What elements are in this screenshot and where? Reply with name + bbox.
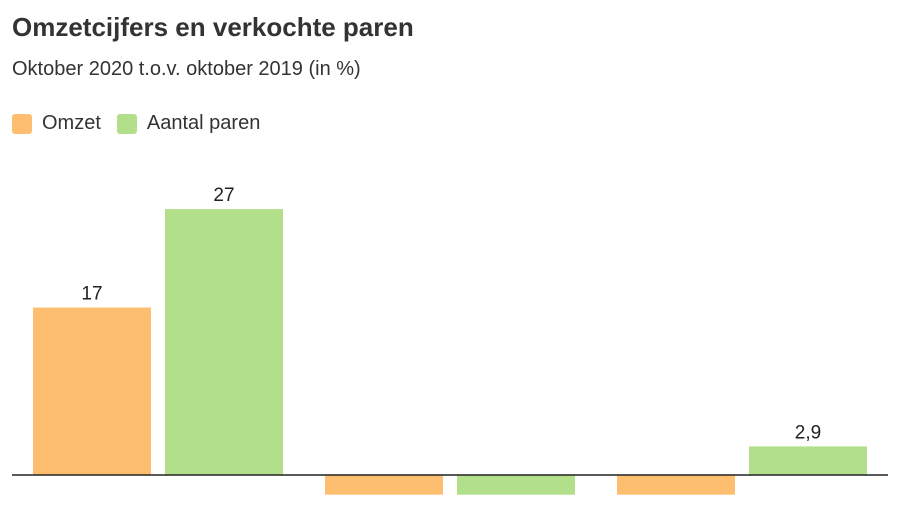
bar-aantal-paren-1 bbox=[165, 209, 283, 476]
data-label-aantal-paren-1: 27 bbox=[213, 185, 234, 206]
legend-item-omzet: Omzet bbox=[12, 112, 101, 135]
bar-omzet-2 bbox=[325, 475, 443, 495]
chart-title: Omzetcijfers en verkochte paren bbox=[12, 12, 414, 42]
legend-label-omzet: Omzet bbox=[42, 112, 101, 134]
legend-swatch-aantal-paren bbox=[116, 113, 137, 134]
data-label-omzet-1: 17 bbox=[81, 284, 102, 305]
bar-omzet-3 bbox=[617, 475, 735, 495]
chart-subtitle: Oktober 2020 t.o.v. oktober 2019 (in %) bbox=[12, 58, 361, 80]
bar-aantal-paren-2 bbox=[457, 475, 575, 495]
legend-swatch-omzet bbox=[12, 113, 32, 134]
bar-aantal-paren-3 bbox=[749, 446, 867, 475]
legend-item-aantal-paren: Aantal paren bbox=[116, 112, 261, 135]
legend-label-aantal-paren: Aantal paren bbox=[146, 112, 261, 134]
legend: Omzet Aantal paren bbox=[12, 112, 276, 135]
bar-omzet-1 bbox=[33, 307, 151, 475]
data-label-aantal-paren-3: 2,9 bbox=[795, 422, 821, 443]
